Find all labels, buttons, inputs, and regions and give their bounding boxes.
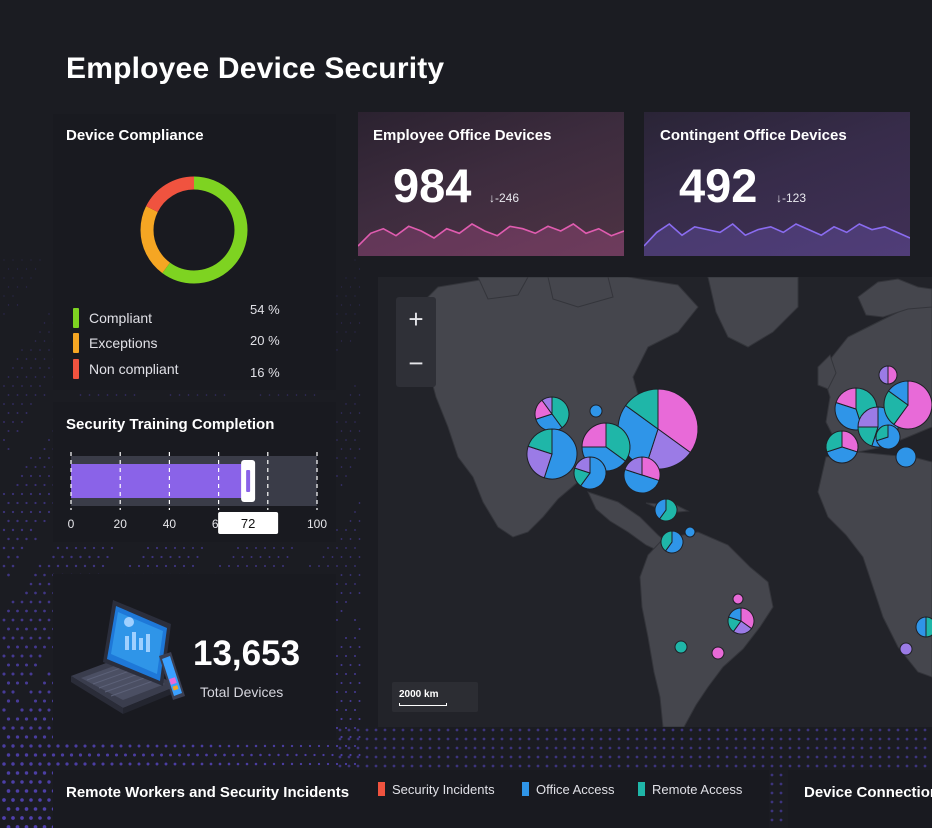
map-location-bubble[interactable] (617, 388, 699, 470)
non-compliant-swatch (73, 359, 79, 379)
device-compliance-panel: Device Compliance Compliant 54 % Excepti… (53, 114, 336, 390)
zoom-in-button[interactable]: + (408, 304, 424, 334)
map-location-bubble[interactable] (623, 456, 661, 494)
contingent-office-devices-card[interactable]: Contingent Office Devices 492 ↓-123 (644, 112, 910, 256)
page-title: Employee Device Security (66, 52, 445, 85)
map-location-bubble[interactable] (589, 404, 603, 418)
remote-workers-panel: Remote Workers and Security Incidents Se… (53, 770, 769, 828)
map-location-bubble[interactable] (711, 646, 725, 660)
office-access-label: Office Access (536, 782, 615, 797)
total-devices-panel: 13,653 Total Devices (53, 574, 336, 740)
map-location-bubble[interactable] (674, 640, 688, 654)
security-training-panel: Security Training Completion 02040608010… (53, 402, 336, 542)
sparkline-area (358, 224, 624, 256)
device-connections-title: Device Connections (804, 784, 932, 801)
map-location-bubble[interactable] (660, 530, 684, 554)
map-location-bubble[interactable] (895, 446, 917, 468)
compliant-label: Compliant (89, 310, 153, 326)
remote-access-swatch (638, 782, 645, 796)
world-map-panel[interactable]: + − 2000 km (378, 277, 932, 727)
contingent-office-devices-value: 492 (679, 159, 758, 212)
contingent-sparkline (644, 222, 910, 256)
compliant-swatch (73, 308, 79, 328)
training-value-label: 72 (241, 516, 255, 531)
training-progress-bar[interactable] (71, 464, 245, 498)
security-incidents-swatch (378, 782, 385, 796)
contingent-delta-text: -123 (782, 191, 807, 205)
device-compliance-title: Device Compliance (66, 127, 204, 144)
employee-sparkline (358, 223, 624, 256)
exceptions-value: 20 % (250, 333, 280, 348)
non-compliant-label: Non compliant (89, 361, 179, 377)
map-location-bubble[interactable] (727, 607, 755, 635)
training-tick-label: 100 (307, 517, 327, 531)
map-location-bubble[interactable] (899, 642, 913, 656)
zoom-out-button[interactable]: − (408, 348, 424, 378)
device-connections-panel: Device Connections (788, 770, 932, 828)
sparkline-line (358, 223, 624, 247)
employee-office-devices-delta: ↓-246 (489, 191, 519, 205)
legend-item-compliant: Compliant 54 % (73, 302, 313, 328)
total-devices-label: Total Devices (200, 684, 284, 700)
employee-office-devices-value: 984 (393, 159, 472, 212)
security-incidents-label: Security Incidents (392, 782, 495, 797)
map-zoom-controls: + − (396, 297, 436, 387)
map-location-bubble[interactable] (684, 526, 696, 538)
map-location-bubble[interactable] (573, 456, 607, 490)
remote-access-label: Remote Access (652, 782, 743, 797)
employee-office-devices-title: Employee Office Devices (373, 127, 552, 144)
map-location-bubble[interactable] (875, 424, 901, 450)
compliant-value: 54 % (250, 302, 280, 317)
training-tick-label: 40 (163, 517, 177, 531)
training-bullet-chart: 02040608010072 (68, 452, 327, 534)
contingent-office-devices-title: Contingent Office Devices (660, 127, 847, 144)
exceptions-swatch (73, 333, 79, 353)
remote-workers-title: Remote Workers and Security Incidents (66, 784, 350, 801)
map-location-bubble[interactable] (878, 365, 898, 385)
legend-item-non-compliant: Non compliant 16 % (73, 359, 313, 380)
training-tick-label: 20 (114, 517, 128, 531)
map-location-bubble[interactable] (883, 380, 932, 430)
sparkline-area (644, 224, 910, 256)
legend-item-exceptions: Exceptions 20 % (73, 333, 313, 353)
world-map[interactable] (378, 277, 932, 727)
employee-office-devices-card[interactable]: Employee Office Devices 984 ↓-246 (358, 112, 624, 256)
non-compliant-value: 16 % (250, 365, 280, 380)
training-marker-grip (246, 470, 251, 492)
map-location-bubble[interactable] (526, 428, 578, 480)
arrow-down-icon: ↓ (489, 191, 495, 205)
contingent-office-devices-delta: ↓-123 (776, 191, 806, 205)
laptop-phone-illustration (71, 600, 185, 714)
exceptions-label: Exceptions (89, 335, 158, 351)
map-location-bubble[interactable] (534, 396, 570, 432)
donut-segment-exceptions[interactable] (140, 176, 248, 284)
office-access-swatch (522, 782, 529, 796)
compliance-donut-chart (140, 176, 248, 284)
employee-delta-text: -246 (495, 191, 520, 205)
map-location-bubble[interactable] (915, 616, 932, 638)
map-location-bubble[interactable] (732, 593, 744, 605)
map-scale-bar: 2000 km (392, 682, 478, 712)
training-value-tooltip (218, 512, 279, 534)
map-location-bubble[interactable] (581, 422, 631, 472)
map-location-bubble[interactable] (825, 430, 859, 464)
training-tick-label: 0 (68, 517, 75, 531)
arrow-down-icon: ↓ (776, 191, 782, 205)
sparkline-line (644, 222, 910, 247)
security-training-title: Security Training Completion (66, 416, 275, 433)
map-scale-label: 2000 km (399, 689, 439, 700)
map-location-bubble[interactable] (654, 498, 678, 522)
map-scale-line (399, 703, 447, 706)
donut-segment-non-compliant[interactable] (140, 176, 248, 284)
total-devices-value: 13,653 (193, 634, 301, 673)
